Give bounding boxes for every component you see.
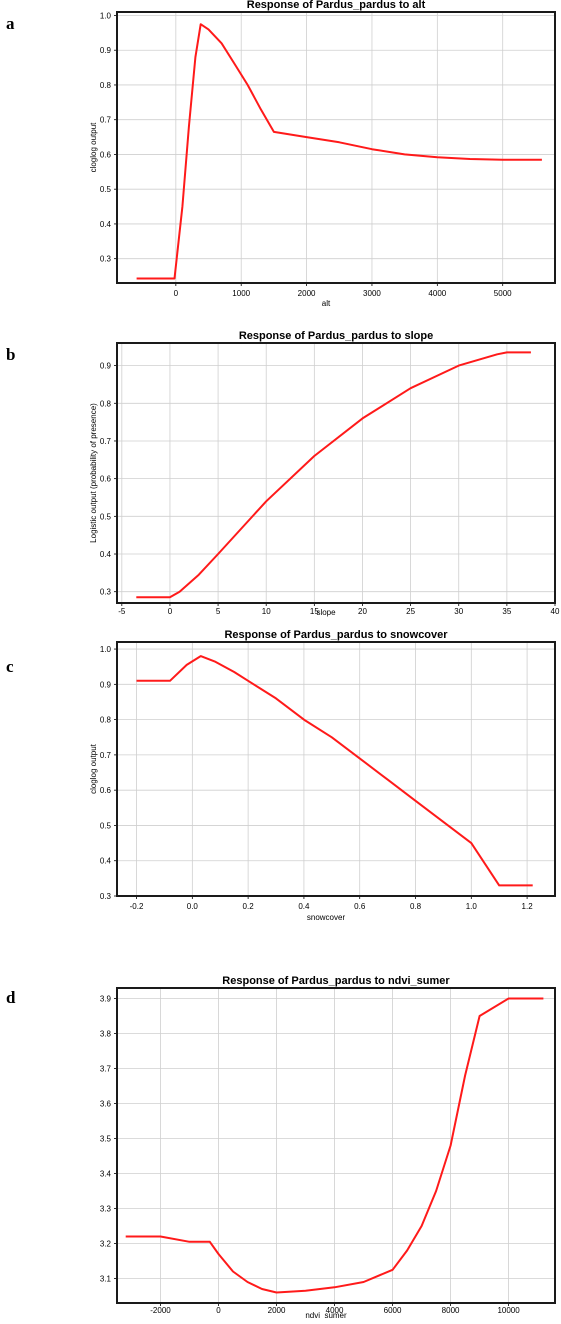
y-tick-label: 0.8 <box>100 399 112 408</box>
y-tick-label: 0.8 <box>100 716 112 725</box>
chart-title: Response of Pardus_pardus to slope <box>239 330 433 342</box>
x-tick-label: 0.4 <box>298 902 310 911</box>
x-tick-label: 30 <box>454 607 463 616</box>
panel-letter-a: a <box>6 14 15 33</box>
y-tick-label: 0.8 <box>100 81 112 90</box>
x-tick-label: 1.0 <box>466 902 478 911</box>
x-tick-label: 1000 <box>232 289 250 298</box>
response-curve <box>136 23 542 280</box>
x-tick-label: 15 <box>310 607 319 616</box>
x-tick-label: 20 <box>358 607 367 616</box>
chart-slope: -5 0 5 10 15 20 25 30 35 40 0.3 0.4 0.5 0.6 0.7 0.8 0.9 R… <box>89 330 560 617</box>
y-axis-label: cloglog output <box>89 122 98 173</box>
chart-panel-d: -2000 0 2000 4000 6000 8000 10000 3.1 3.2 3.3 3.4 3… <box>0 968 561 1320</box>
panel-letter-c: c <box>6 657 14 676</box>
x-tick-label: 4000 <box>428 289 446 298</box>
x-tick-label: 0 <box>216 1306 221 1315</box>
y-tick-label: 0.3 <box>100 588 112 597</box>
x-tick-label: 35 <box>502 607 511 616</box>
x-tick-label: 0 <box>174 289 179 298</box>
chart-title: Response of Pardus_pardus to ndvi_sumer <box>222 975 450 987</box>
x-axis-label: ndvi_sumer <box>305 1311 347 1319</box>
panel-letter-d: d <box>6 988 16 1007</box>
y-tick-label: 1.0 <box>100 11 112 20</box>
plot-area <box>117 343 555 603</box>
chart-title: Response of Pardus_pardus to alt <box>247 0 426 11</box>
response-curve <box>136 351 531 599</box>
x-tick-label: 10000 <box>497 1306 520 1315</box>
x-tick-label: 6000 <box>384 1306 402 1315</box>
chart-title: Response of Pardus_pardus to snowcover <box>224 630 448 641</box>
y-tick-label: 0.6 <box>100 150 112 159</box>
x-tick-label: 2000 <box>268 1306 286 1315</box>
x-tick-label: 40 <box>551 607 560 616</box>
x-tick-label: 2000 <box>298 289 316 298</box>
y-tick-label: 0.4 <box>100 857 112 866</box>
x-tick-label: 0.6 <box>354 902 366 911</box>
x-tick-label: -5 <box>118 607 126 616</box>
y-tick-label: 3.5 <box>100 1135 112 1144</box>
y-tick-label: 0.6 <box>100 475 112 484</box>
x-tick-label: 5 <box>216 607 221 616</box>
x-axis-label: snowcover <box>307 913 346 922</box>
y-tick-label: 3.4 <box>100 1170 112 1179</box>
y-tick-label: 0.9 <box>100 680 112 689</box>
y-tick-label: 3.6 <box>100 1100 112 1109</box>
y-tick-label: 0.5 <box>100 821 112 830</box>
x-tick-label: 1.2 <box>522 902 534 911</box>
y-tick-label: 3.8 <box>100 1030 112 1039</box>
plot-frame <box>116 641 556 897</box>
y-tick-label: 3.9 <box>100 995 112 1004</box>
x-tick-label: 3000 <box>363 289 381 298</box>
chart-alt: 0 1000 2000 3000 4000 5000 0.3 0.4 0.5 0.6 0.7 0.8 0… <box>89 0 556 308</box>
plot-frame <box>116 987 556 1304</box>
plot-area <box>117 642 555 896</box>
y-tick-label: 3.1 <box>100 1275 112 1284</box>
plot-frame <box>116 11 556 284</box>
x-tick-label: 0.8 <box>410 902 422 911</box>
y-tick-label: 0.7 <box>100 116 112 125</box>
response-curve <box>136 655 533 887</box>
x-axis-label: alt <box>322 299 331 308</box>
y-tick-label: 0.9 <box>100 46 112 55</box>
x-tick-label: 8000 <box>442 1306 460 1315</box>
x-tick-label: 10 <box>262 607 271 616</box>
y-tick-label: 0.4 <box>100 220 112 229</box>
plot-area <box>117 988 555 1303</box>
plot-frame <box>116 342 556 604</box>
y-tick-label: 1.0 <box>100 645 112 654</box>
y-tick-label: 0.6 <box>100 786 112 795</box>
y-tick-label: 3.2 <box>100 1240 112 1249</box>
y-tick-label: 0.7 <box>100 751 112 760</box>
x-tick-label: -2000 <box>150 1306 171 1315</box>
chart-panel-a: 0 1000 2000 3000 4000 5000 0.3 0.4 0.5 0.6 0.7 0.8 0… <box>0 0 561 320</box>
x-tick-label: 0.0 <box>187 902 199 911</box>
y-tick-label: 0.3 <box>100 255 112 264</box>
y-tick-label: 3.3 <box>100 1205 112 1214</box>
y-tick-label: 0.9 <box>100 362 112 371</box>
chart-panel-b: -5 0 5 10 15 20 25 30 35 40 0.3 0.4 0.5 0.6 0.7 0.8 0.9 R… <box>0 318 561 618</box>
y-tick-label: 0.4 <box>100 550 112 559</box>
x-tick-label: 4000 <box>326 1306 344 1315</box>
plot-area <box>117 12 555 283</box>
y-tick-label: 0.5 <box>100 512 112 521</box>
panel-letter-b: b <box>6 345 16 364</box>
x-tick-label: -0.2 <box>130 902 144 911</box>
y-tick-label: 0.5 <box>100 185 112 194</box>
chart-ndvi-sumer: -2000 0 2000 4000 6000 8000 10000 3.1 3.2 3.3 3.4 3… <box>100 975 556 1320</box>
x-tick-label: 0.2 <box>243 902 255 911</box>
x-tick-label: 25 <box>406 607 415 616</box>
y-tick-label: 0.3 <box>100 892 112 901</box>
y-axis-label: Logistic output (probability of presence… <box>89 403 98 543</box>
x-axis-label: slope <box>316 608 336 617</box>
y-axis-label: cloglog output <box>89 743 98 794</box>
response-curve <box>125 997 544 1294</box>
x-tick-label: 0 <box>168 607 173 616</box>
chart-snowcover: -0.2 0.0 0.2 0.4 0.6 0.8 1.0 1.2 0.3 0.4 0.5 0.6 0.7… <box>89 629 556 922</box>
y-tick-label: 3.7 <box>100 1065 112 1074</box>
x-tick-label: 5000 <box>494 289 512 298</box>
chart-panel-c: -0.2 0.0 0.2 0.4 0.6 0.8 1.0 1.2 0.3 0.4 0.5 0.6 0.7… <box>0 629 561 930</box>
y-tick-label: 0.7 <box>100 437 112 446</box>
